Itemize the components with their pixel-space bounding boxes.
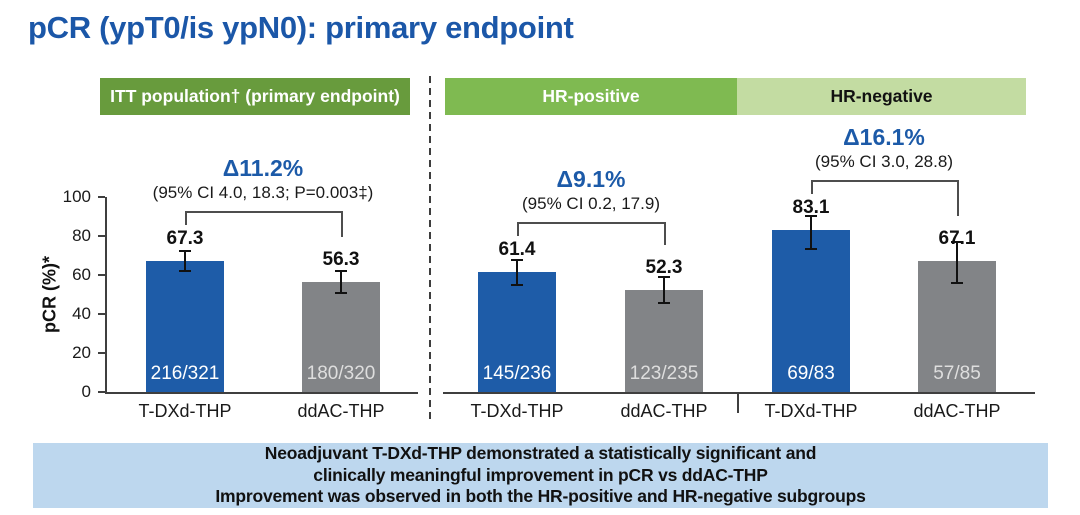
error-bar-cap — [511, 259, 523, 261]
ci-label: (95% CI 0.2, 17.9) — [522, 194, 660, 213]
y-axis-tick-label: 100 — [62, 187, 91, 206]
error-bar-cap — [805, 215, 817, 217]
y-axis-tick — [98, 391, 105, 393]
bar-value-label: 67.3 — [166, 228, 204, 249]
error-bar — [810, 216, 812, 250]
comparison-bracket — [811, 180, 959, 182]
bar-count-label: 216/321 — [150, 363, 220, 384]
comparison-bracket — [185, 211, 187, 225]
y-axis-tick — [98, 352, 105, 354]
error-bar-cap — [951, 241, 963, 243]
y-axis-tick — [98, 274, 105, 276]
comparison-bracket — [517, 222, 666, 224]
comparison-bracket — [811, 180, 813, 194]
error-bar-cap — [335, 292, 347, 294]
error-bar-cap — [805, 248, 817, 250]
bar — [302, 282, 380, 392]
delta-label: Δ11.2% — [222, 155, 304, 181]
y-axis-tick-label: 20 — [72, 343, 91, 362]
comparison-bracket — [957, 180, 959, 216]
summary-line: Neoadjuvant T-DXd-THP demonstrated a sta… — [264, 443, 817, 464]
bar-value-label: 61.4 — [498, 239, 536, 260]
y-axis-tick-label: 80 — [72, 226, 91, 245]
error-bar-cap — [658, 276, 670, 278]
ci-label: (95% CI 4.0, 18.3; P=0.003‡) — [152, 183, 374, 202]
error-bar — [956, 242, 958, 282]
comparison-bracket — [185, 211, 343, 213]
x-axis-baseline — [105, 392, 418, 394]
summary-line: Improvement was observed in both the HR-… — [215, 486, 866, 507]
bar-count-label: 145/236 — [482, 363, 552, 384]
comparison-bracket — [341, 211, 343, 237]
error-bar — [516, 260, 518, 284]
error-bar — [184, 251, 186, 271]
y-axis-tick-label: 40 — [72, 304, 91, 323]
x-category-label: T-DXd-THP — [138, 401, 232, 421]
delta-label: Δ9.1% — [556, 166, 626, 192]
error-bar-cap — [179, 270, 191, 272]
bar — [625, 290, 703, 392]
bar-count-label: 69/83 — [787, 363, 835, 384]
summary-line: clinically meaningful improvement in pCR… — [313, 464, 768, 485]
bar-value-label: 56.3 — [322, 249, 360, 270]
y-axis-tick-label: 0 — [81, 382, 91, 401]
y-axis-tick — [98, 196, 105, 198]
bar-count-label: 57/85 — [933, 363, 981, 384]
error-bar-cap — [511, 284, 523, 286]
y-axis-line — [105, 197, 107, 394]
ci-label: (95% CI 3.0, 28.8) — [815, 152, 953, 171]
comparison-bracket — [664, 222, 666, 245]
y-axis-tick — [98, 235, 105, 237]
x-category-label: ddAC-THP — [620, 401, 708, 421]
dashed-divider — [429, 76, 431, 424]
bar — [478, 272, 556, 392]
error-bar — [663, 277, 665, 303]
error-bar-cap — [658, 302, 670, 304]
bar-value-label: 83.1 — [792, 197, 830, 218]
bar-count-label: 123/235 — [629, 363, 699, 384]
y-axis-title: pCR (%)* — [39, 256, 60, 333]
x-category-label: ddAC-THP — [297, 401, 385, 421]
y-axis-tick-label: 60 — [72, 265, 91, 284]
summary-box: Neoadjuvant T-DXd-THP demonstrated a sta… — [33, 443, 1048, 508]
bar-value-label: 52.3 — [645, 257, 683, 278]
page-title: pCR (ypT0/is ypN0): primary endpoint — [28, 10, 574, 45]
y-axis-tick — [98, 313, 105, 315]
panel-separator-tick — [737, 392, 739, 413]
x-category-label: ddAC-THP — [913, 401, 1001, 421]
panel-header-hr-negative: HR-negative — [737, 78, 1026, 115]
bar — [146, 261, 224, 392]
bar-count-label: 180/320 — [306, 363, 376, 384]
delta-label: Δ16.1% — [843, 124, 925, 150]
error-bar-cap — [951, 282, 963, 284]
panel-header-itt: ITT population† (primary endpoint) — [100, 78, 410, 115]
x-axis-baseline — [443, 392, 1035, 394]
comparison-bracket — [517, 222, 519, 236]
x-category-label: T-DXd-THP — [470, 401, 564, 421]
error-bar-cap — [179, 250, 191, 252]
panel-header-hr-positive: HR-positive — [445, 78, 737, 115]
bar-value-label: 67.1 — [938, 228, 976, 249]
x-category-label: T-DXd-THP — [764, 401, 858, 421]
error-bar-cap — [335, 270, 347, 272]
bar — [772, 230, 850, 392]
error-bar — [340, 271, 342, 293]
